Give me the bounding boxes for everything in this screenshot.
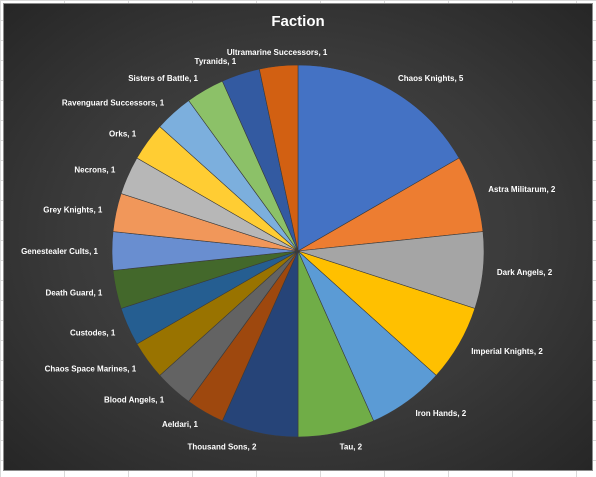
data-label-tau: Tau, 2 [340,443,363,452]
data-label-ultramarine-successors: Ultramarine Successors, 1 [227,48,328,57]
data-label-sisters-of-battle: Sisters of Battle, 1 [128,74,198,83]
data-label-aeldari: Aeldari, 1 [162,420,199,429]
data-label-death-guard: Death Guard, 1 [45,289,102,298]
data-label-iron-hands: Iron Hands, 2 [416,409,467,418]
pie-slices [111,64,485,438]
data-label-grey-knights: Grey Knights, 1 [43,205,103,214]
pie-slice-ultramarine-successors[interactable] [258,64,299,252]
pie-slice-chaos-knights[interactable] [297,64,460,252]
data-label-chaos-knights: Chaos Knights, 5 [398,74,464,83]
chart-area[interactable]: Faction Chaos Knights, 5 Astra Militarum,… [3,3,593,471]
data-label-orks: Orks, 1 [109,129,137,138]
data-label-ravenguard-successors: Ravenguard Successors, 1 [62,98,165,107]
chart-title: Faction [271,13,324,30]
data-label-astra-militarum: Astra Militarum, 2 [488,185,556,194]
data-label-custodes: Custodes, 1 [70,328,116,337]
data-label-tyranids: Tyranids, 1 [195,57,237,66]
data-label-imperial-knights: Imperial Knights, 2 [471,347,543,356]
data-label-blood-angels: Blood Angels, 1 [104,396,165,405]
data-labels: Chaos Knights, 5 Astra Militarum, 2 Dark A… [21,48,556,452]
data-label-dark-angels: Dark Angels, 2 [497,268,553,277]
data-label-chaos-space-marines: Chaos Space Marines, 1 [45,365,137,374]
data-label-necrons: Necrons, 1 [74,166,115,175]
pie-chart: Faction Chaos Knights, 5 Astra Militarum,… [21,13,556,452]
data-label-genestealer-cults: Genestealer Cults, 1 [21,247,98,256]
data-label-thousand-sons: Thousand Sons, 2 [188,443,257,452]
